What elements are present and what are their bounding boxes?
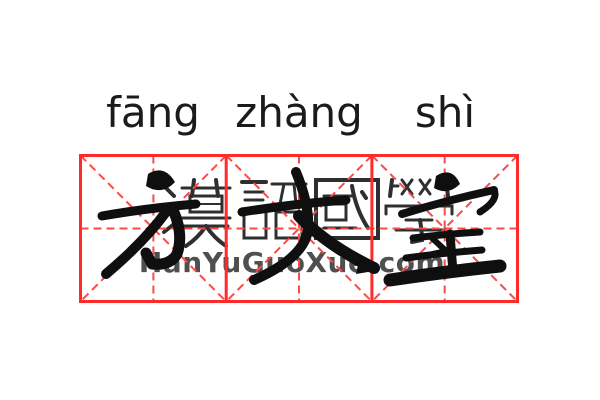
pinyin-syllable-fang: fāng — [106, 88, 200, 137]
fang-pie-stroke — [101, 207, 171, 279]
pinyin-syllable-zhang: zhàng — [235, 88, 363, 137]
hanzi-shi-calligraphy — [383, 172, 507, 287]
shi-roof-stroke — [398, 186, 498, 218]
grid-borders — [79, 154, 519, 303]
hanzi-fang-calligraphy — [97, 170, 201, 279]
watermark-char-yu — [240, 180, 308, 240]
shi-roof-hook-stroke — [476, 186, 499, 216]
zhang-horizontal-stroke — [237, 195, 351, 217]
hanzi-zhang-calligraphy — [237, 167, 380, 285]
fang-fold-hook-stroke — [140, 204, 186, 270]
shi-bottom-sweep-stroke — [383, 259, 507, 287]
fang-horizontal-stroke — [97, 199, 201, 221]
zhang-na-flare — [356, 256, 380, 274]
pinyin-syllable-shi: shì — [414, 88, 476, 137]
shi-dot-stroke — [434, 172, 460, 192]
fang-dot-stroke — [146, 170, 175, 191]
shi-mid-horizontal-stroke — [402, 246, 486, 262]
zhang-pie-stroke — [249, 167, 314, 285]
